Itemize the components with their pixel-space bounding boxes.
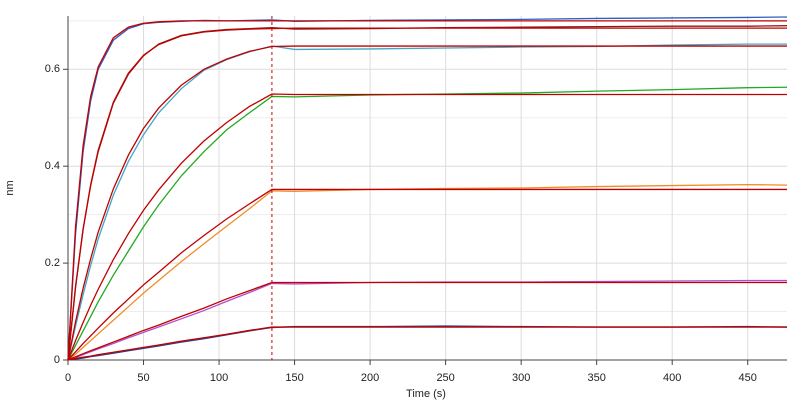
series-line [67,183,788,361]
series-line [67,20,787,361]
series-line [67,86,788,361]
series-line [67,325,788,361]
x-tick-label: 100 [210,372,228,384]
x-tick-label: 300 [512,372,530,384]
series-line [67,25,788,361]
x-tick-label: 0 [65,372,71,384]
x-tick-label: 450 [739,372,757,384]
x-tick-label: 200 [361,372,379,384]
series-line [67,93,787,361]
x-axis-label: Time (s) [406,388,446,400]
series-line [67,188,787,361]
series-line [67,43,787,361]
x-tick-label: 350 [587,372,605,384]
x-tick-label: 400 [663,372,681,384]
x-tick-label: 50 [137,372,149,384]
y-tick-label: 0 [54,354,60,366]
y-tick-label: 0.2 [45,257,60,269]
x-tick-label: 250 [436,372,454,384]
series-line [67,279,787,361]
series-line [67,326,787,361]
series-line [67,281,787,361]
y-tick-label: 0.6 [45,63,60,75]
y-tick-label: 0.4 [45,160,60,172]
series-line [67,27,787,361]
series-line [67,45,787,361]
y-axis-label: nm [4,180,16,195]
x-tick-label: 150 [285,372,303,384]
